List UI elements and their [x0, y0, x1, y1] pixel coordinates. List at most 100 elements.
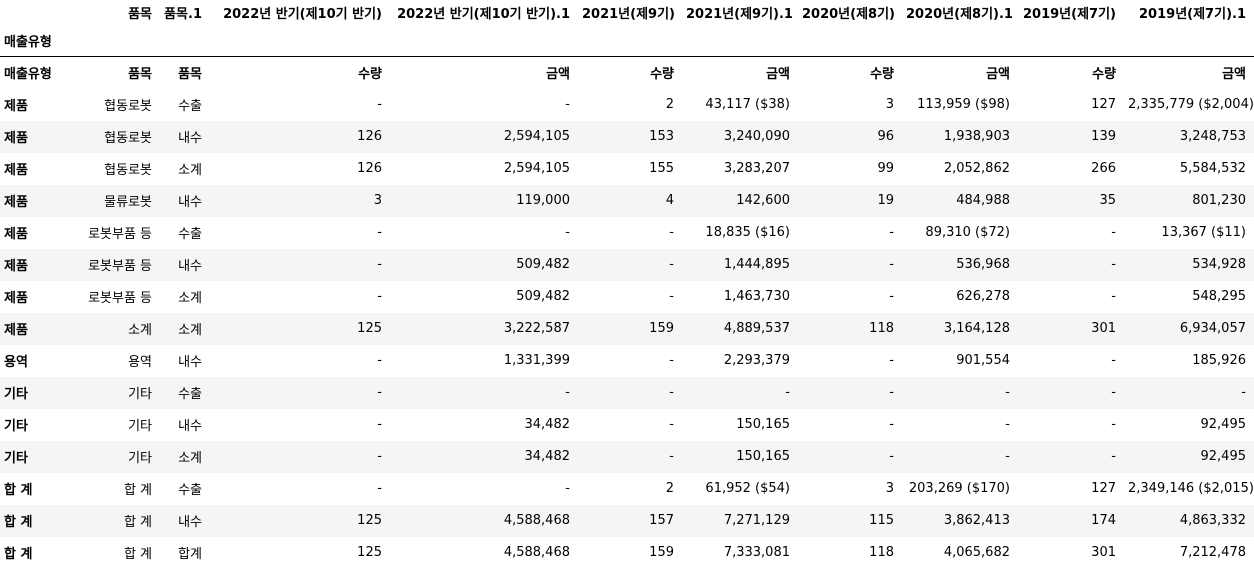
row-index-cell: 합 계	[4, 515, 33, 530]
table-cell: 127	[1091, 481, 1116, 496]
table-cell: 61,952 ($54)	[705, 481, 790, 496]
table-cell: 626,278	[956, 289, 1010, 304]
row-index-cell: 제품	[4, 259, 28, 274]
table-cell: 소계	[178, 451, 202, 466]
table-cell: 18,835 ($16)	[705, 225, 790, 240]
table-cell: 43,117 ($38)	[705, 97, 790, 112]
column-header: 2020년(제8기)	[802, 6, 895, 22]
table-cell: 소계	[178, 323, 202, 338]
table-cell: -	[377, 257, 382, 272]
table-cell: 1,331,399	[503, 353, 570, 368]
table-cell: 수출	[178, 387, 202, 402]
table-row: 제품 로봇부품 등 내수 - 509,482 - 1,444,895 - 536,968 - 534…	[0, 248, 1254, 281]
table-cell: 125	[357, 321, 382, 336]
table-cell: -	[669, 225, 674, 240]
table-cell: -	[377, 225, 382, 240]
table-cell: 3	[885, 481, 894, 496]
table-cell: -	[1005, 385, 1010, 400]
table-cell: 3	[373, 193, 382, 208]
table-cell: 509,482	[516, 289, 570, 304]
table-cell: 174	[1091, 513, 1116, 528]
table-cell: 548,295	[1192, 289, 1246, 304]
table-cell: -	[889, 289, 894, 304]
table-row: 합 계 합 계 내수 125 4,588,468 157 7,271,129 115 3,862…	[0, 504, 1254, 537]
table-cell: 3,222,587	[503, 321, 570, 336]
table-row: 합 계 합 계 수출 - - 2 61,952 ($54) 3 203,269 ($170) 12…	[0, 472, 1254, 505]
table-cell: 534,928	[1192, 257, 1246, 272]
table-cell: 7,212,478	[1179, 545, 1246, 560]
table-cell: 115	[869, 513, 894, 528]
table-cell: 소계	[178, 291, 202, 306]
table-cell: -	[377, 97, 382, 112]
table-cell: 266	[1091, 161, 1116, 176]
table-cell: 150,165	[736, 417, 790, 432]
table-cell: -	[889, 417, 894, 432]
table-cell: 5,584,532	[1179, 161, 1246, 176]
table-cell: 기타	[128, 419, 152, 434]
table-cell: 로봇부품 등	[88, 259, 152, 274]
table-cell: 3,240,090	[723, 129, 790, 144]
table-cell: -	[669, 417, 674, 432]
table-cell: -	[669, 289, 674, 304]
table-cell: 소계	[178, 163, 202, 178]
table-cell: -	[1241, 385, 1246, 400]
table-cell: 159	[649, 545, 674, 560]
table-cell: 2,349,146 ($2,015)	[1128, 481, 1254, 496]
table-cell: -	[1111, 353, 1116, 368]
sub-header-cell: 금액	[546, 67, 570, 83]
column-header-row: 품목 품목.1 2022년 반기(제10기 반기) 2022년 반기(제10기 …	[0, 0, 1254, 24]
sub-header-row: 매출유형 품목 품목 수량 금액 수량 금액 수량 금액 수량 금액	[0, 56, 1254, 89]
table-cell: -	[377, 481, 382, 496]
table-cell: 19	[877, 193, 894, 208]
table-row: 기타 기타 내수 - 34,482 - 150,165 - - - 92,495	[0, 408, 1254, 441]
table-cell: 92,495	[1200, 417, 1247, 432]
table-cell: 2,594,105	[503, 161, 570, 176]
table-row: 제품 협동로봇 수출 - - 2 43,117 ($38) 3 113,959 ($98) 127…	[0, 88, 1254, 121]
row-index-cell: 용역	[4, 355, 28, 370]
index-name: 매출유형	[4, 34, 52, 50]
sub-header-cell: 수량	[650, 67, 674, 83]
column-header: 2021년(제9기).1	[686, 6, 793, 22]
table-row: 제품 로봇부품 등 수출 - - - 18,835 ($16) - 89,310 ($72) - 1…	[0, 216, 1254, 249]
table-cell: 소계	[128, 323, 152, 338]
table-cell: -	[889, 385, 894, 400]
table-cell: -	[1111, 225, 1116, 240]
table-cell: -	[889, 449, 894, 464]
table-cell: 301	[1091, 321, 1116, 336]
table-cell: -	[1005, 449, 1010, 464]
table-cell: 96	[877, 129, 894, 144]
table-cell: -	[889, 225, 894, 240]
table-cell: -	[377, 417, 382, 432]
table-cell: -	[1005, 417, 1010, 432]
table-cell: 113,959 ($98)	[917, 97, 1010, 112]
row-index-cell: 기타	[4, 451, 28, 466]
table-cell: -	[1111, 289, 1116, 304]
column-header: 품목.1	[164, 6, 202, 22]
table-cell: -	[1111, 449, 1116, 464]
index-name-row: 매출유형	[0, 24, 1254, 57]
table-cell: -	[669, 257, 674, 272]
table-cell: -	[565, 481, 570, 496]
table-cell: -	[565, 97, 570, 112]
table-cell: 126	[357, 161, 382, 176]
table-cell: 185,926	[1192, 353, 1246, 368]
table-cell: 3,164,128	[943, 321, 1010, 336]
table-cell: 협동로봇	[104, 163, 152, 178]
table-row: 기타 기타 수출 - - - - - - - -	[0, 376, 1254, 409]
sub-header-cell: 금액	[766, 67, 790, 83]
table-cell: 3,862,413	[943, 513, 1010, 528]
table-cell: 협동로봇	[104, 99, 152, 114]
table-cell: 4	[665, 193, 674, 208]
table-cell: 119,000	[516, 193, 570, 208]
table-cell: -	[669, 385, 674, 400]
table-cell: 4,889,537	[723, 321, 790, 336]
sub-header-cell: 금액	[986, 67, 1010, 83]
table-cell: -	[785, 385, 790, 400]
table-cell: 로봇부품 등	[88, 291, 152, 306]
sub-header-cell: 품목	[128, 67, 152, 83]
column-header: 품목	[128, 6, 152, 22]
table-cell: -	[1111, 257, 1116, 272]
table-cell: 2,594,105	[503, 129, 570, 144]
column-header: 2022년 반기(제10기 반기)	[223, 6, 382, 22]
row-index-cell: 합 계	[4, 547, 33, 562]
